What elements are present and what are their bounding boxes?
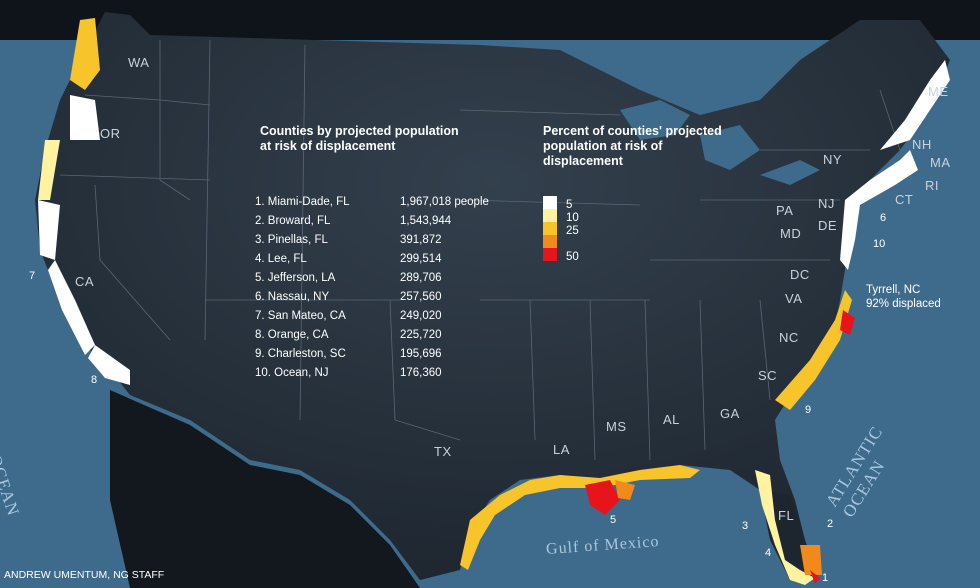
ranking-county: 4. Lee, FL xyxy=(255,253,307,265)
state-label-ri: RI xyxy=(925,178,939,193)
legend-label: 50 xyxy=(566,251,579,263)
state-label-ma: MA xyxy=(930,155,951,170)
ranking-county: 10. Ocean, NJ xyxy=(255,367,329,379)
state-label-me: ME xyxy=(928,84,949,99)
canada-region xyxy=(0,0,980,40)
ranking-county: 7. San Mateo, CA xyxy=(255,310,346,322)
state-label-la: LA xyxy=(553,442,570,457)
legend-swatch xyxy=(543,222,557,235)
state-label-or: OR xyxy=(100,126,121,141)
state-label-ct: CT xyxy=(895,192,914,207)
coastal-risk-bands xyxy=(38,18,950,585)
state-label-va: VA xyxy=(785,291,803,306)
ranking-value: 257,560 xyxy=(400,291,442,303)
marker-8: 8 xyxy=(91,374,98,386)
ranking-county: 5. Jefferson, LA xyxy=(255,272,336,284)
ranking-value: 391,872 xyxy=(400,234,442,246)
state-label-ny: NY xyxy=(823,152,843,167)
legend-label: 5 xyxy=(566,199,573,211)
state-label-de: DE xyxy=(818,218,838,233)
legend-swatch xyxy=(543,209,557,222)
ranking-county: 1. Miami-Dade, FL xyxy=(255,196,350,208)
state-label-nh: NH xyxy=(912,137,932,152)
credit: ANDREW UMENTUM, NG STAFF xyxy=(4,569,165,581)
marker-6: 6 xyxy=(880,212,887,224)
state-label-al: AL xyxy=(663,412,680,427)
callout-line-1: Tyrrell, NC xyxy=(866,284,921,296)
ranking-value: 299,514 xyxy=(400,253,442,265)
state-label-fl: FL xyxy=(778,508,795,523)
state-label-wa: WA xyxy=(128,55,150,70)
ranking-county: 8. Orange, CA xyxy=(255,329,329,341)
ranking-value: 1,543,944 xyxy=(400,215,452,227)
ranking-value: 249,020 xyxy=(400,310,442,322)
legend-label: 10 xyxy=(566,212,579,224)
gulf-water xyxy=(460,470,780,588)
state-label-nj: NJ xyxy=(818,196,835,211)
ranking-value: 1,967,018 people xyxy=(400,196,489,208)
marker-10: 10 xyxy=(873,238,886,250)
state-label-nc: NC xyxy=(779,330,799,345)
legend-label: 25 xyxy=(566,225,579,237)
ranking-county: 6. Nassau, NY xyxy=(255,291,330,303)
state-label-tx: TX xyxy=(434,444,452,459)
marker-4: 4 xyxy=(765,547,772,559)
legend-swatch xyxy=(543,235,557,248)
marker-9: 9 xyxy=(805,404,812,416)
great-lakes xyxy=(620,100,820,185)
legend-swatch xyxy=(543,248,557,261)
state-label-dc: DC xyxy=(790,267,810,282)
tyrrell-callout: Tyrrell, NC 92% displaced xyxy=(866,283,941,311)
ranking-value: 176,360 xyxy=(400,367,442,379)
state-label-sc: SC xyxy=(758,368,778,383)
ranking-value: 225,720 xyxy=(400,329,442,341)
state-label-ms: MS xyxy=(606,419,627,434)
marker-2: 2 xyxy=(827,518,834,530)
legend-title: Percent of counties' projected populatio… xyxy=(543,124,722,168)
ranking-county: 9. Charleston, SC xyxy=(255,348,346,360)
marker-3: 3 xyxy=(742,520,749,532)
mexico-region xyxy=(110,390,420,588)
ranking-value: 195,696 xyxy=(400,348,442,360)
state-borders xyxy=(59,39,901,461)
legend-swatch xyxy=(543,196,557,209)
ranking-title: Counties by projected population at risk… xyxy=(260,124,459,153)
marker-7: 7 xyxy=(29,270,36,282)
ranking-county: 3. Pinellas, FL xyxy=(255,234,328,246)
state-label-ga: GA xyxy=(720,406,740,421)
state-label-pa: PA xyxy=(776,203,794,218)
marker-1: 1 xyxy=(822,572,829,584)
ranking-county: 2. Broward, FL xyxy=(255,215,331,227)
state-label-ca: CA xyxy=(75,274,95,289)
marker-5: 5 xyxy=(610,514,617,526)
state-label-md: MD xyxy=(780,226,802,241)
callout-line-2: 92% displaced xyxy=(866,298,941,310)
ranking-value: 289,706 xyxy=(400,272,442,284)
